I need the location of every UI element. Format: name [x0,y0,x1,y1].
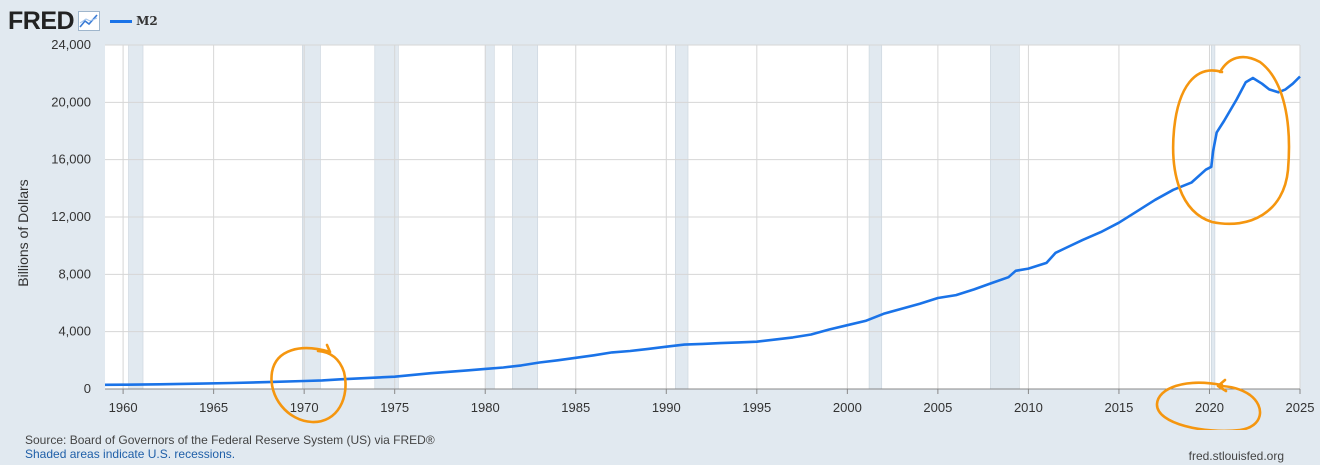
x-tick-label: 2025 [1286,400,1315,415]
x-tick-label: 2010 [1014,400,1043,415]
x-tick-label: 1960 [109,400,138,415]
m2-line-chart: 1960 1965 1970 1975 1980 1985 1990 1995 2000 2005… [15,37,1315,430]
y-tick-label: 16,000 [51,152,91,167]
x-axis: 1960 1965 1970 1975 1980 1985 1990 1995 2000 2005… [105,388,1315,415]
y-tick-label: 8,000 [58,266,91,281]
trend-graph-icon [78,11,101,31]
fred-logo[interactable]: FRED [8,7,75,35]
annotation-circle-2020-surge [1171,55,1291,226]
y-tick-label: 4,000 [58,324,91,339]
x-tick-label: 2000 [833,400,862,415]
legend-label-m2: M2 [136,14,158,28]
x-tick-label: 1995 [742,400,771,415]
x-tick-label: 1965 [199,400,228,415]
legend-swatch-m2 [110,19,133,23]
x-tick-label: 2005 [923,400,952,415]
footer-source: Source: Board of Governors of the Federa… [25,433,435,461]
x-tick-label: 1970 [290,400,319,415]
x-tick-label: 1985 [561,400,590,415]
legend: M2 [110,14,158,28]
y-tick-label: 12,000 [51,209,91,224]
y-axis-label: Billions of Dollars [15,179,31,286]
site-link[interactable]: fred.stlouisfed.org [1188,449,1284,463]
x-tick-label: 2020 [1195,400,1224,415]
y-axis: 0 4,000 8,000 12,000 16,000 20,000 24,000 [51,37,91,396]
recession-note-link[interactable]: Shaded areas indicate U.S. recessions. [25,447,236,461]
series-line-m2 [104,75,1301,387]
x-tick-label: 1980 [471,400,500,415]
source-text: Source: Board of Governors of the Federa… [25,433,435,447]
annotation-circle-1970 [270,343,347,424]
x-tick-label: 1990 [652,400,681,415]
chart-header: FRED M2 [8,6,158,36]
x-tick-label: 1975 [380,400,409,415]
x-tick-label: 2015 [1104,400,1133,415]
y-tick-label: 24,000 [51,37,91,52]
y-tick-label: 0 [84,381,91,396]
annotation-circle-2020-label [1155,378,1262,430]
y-tick-label: 20,000 [51,94,91,109]
hand-drawn-annotations [270,55,1291,430]
series-group [104,75,1301,387]
